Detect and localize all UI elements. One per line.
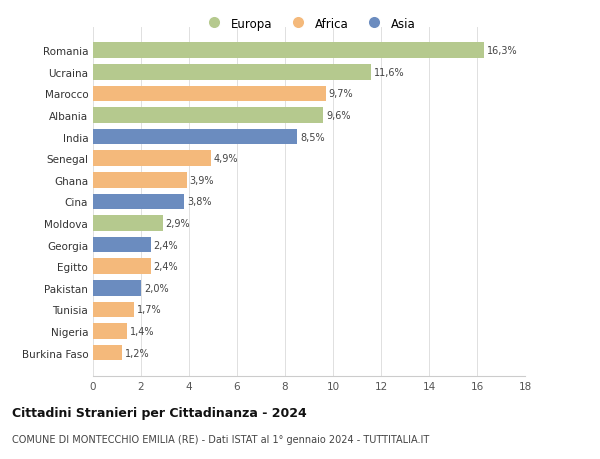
Text: 2,9%: 2,9%	[166, 218, 190, 229]
Text: COMUNE DI MONTECCHIO EMILIA (RE) - Dati ISTAT al 1° gennaio 2024 - TUTTITALIA.IT: COMUNE DI MONTECCHIO EMILIA (RE) - Dati …	[12, 434, 429, 444]
Text: 1,2%: 1,2%	[125, 348, 149, 358]
Text: 2,0%: 2,0%	[144, 283, 169, 293]
Text: 4,9%: 4,9%	[214, 154, 238, 164]
Bar	[93, 129, 297, 145]
Text: 16,3%: 16,3%	[487, 46, 518, 56]
Text: 11,6%: 11,6%	[374, 68, 405, 78]
Bar	[93, 259, 151, 274]
Bar	[93, 237, 151, 253]
Bar	[93, 173, 187, 188]
Text: 1,7%: 1,7%	[137, 305, 161, 315]
Bar	[93, 44, 484, 59]
Bar	[93, 280, 141, 296]
Bar	[93, 302, 134, 318]
Bar	[93, 216, 163, 231]
Text: 1,4%: 1,4%	[130, 326, 154, 336]
Bar	[93, 345, 122, 360]
Text: 3,8%: 3,8%	[187, 197, 212, 207]
Legend: Europa, Africa, Asia: Europa, Africa, Asia	[197, 13, 421, 35]
Bar	[93, 108, 323, 123]
Bar	[93, 86, 326, 102]
Text: 9,7%: 9,7%	[329, 89, 353, 99]
Text: 3,9%: 3,9%	[190, 175, 214, 185]
Bar	[93, 324, 127, 339]
Text: 2,4%: 2,4%	[154, 240, 178, 250]
Text: 2,4%: 2,4%	[154, 262, 178, 272]
Bar	[93, 151, 211, 167]
Bar	[93, 65, 371, 80]
Text: Cittadini Stranieri per Cittadinanza - 2024: Cittadini Stranieri per Cittadinanza - 2…	[12, 406, 307, 419]
Bar	[93, 194, 184, 210]
Text: 9,6%: 9,6%	[326, 111, 351, 121]
Text: 8,5%: 8,5%	[300, 132, 325, 142]
